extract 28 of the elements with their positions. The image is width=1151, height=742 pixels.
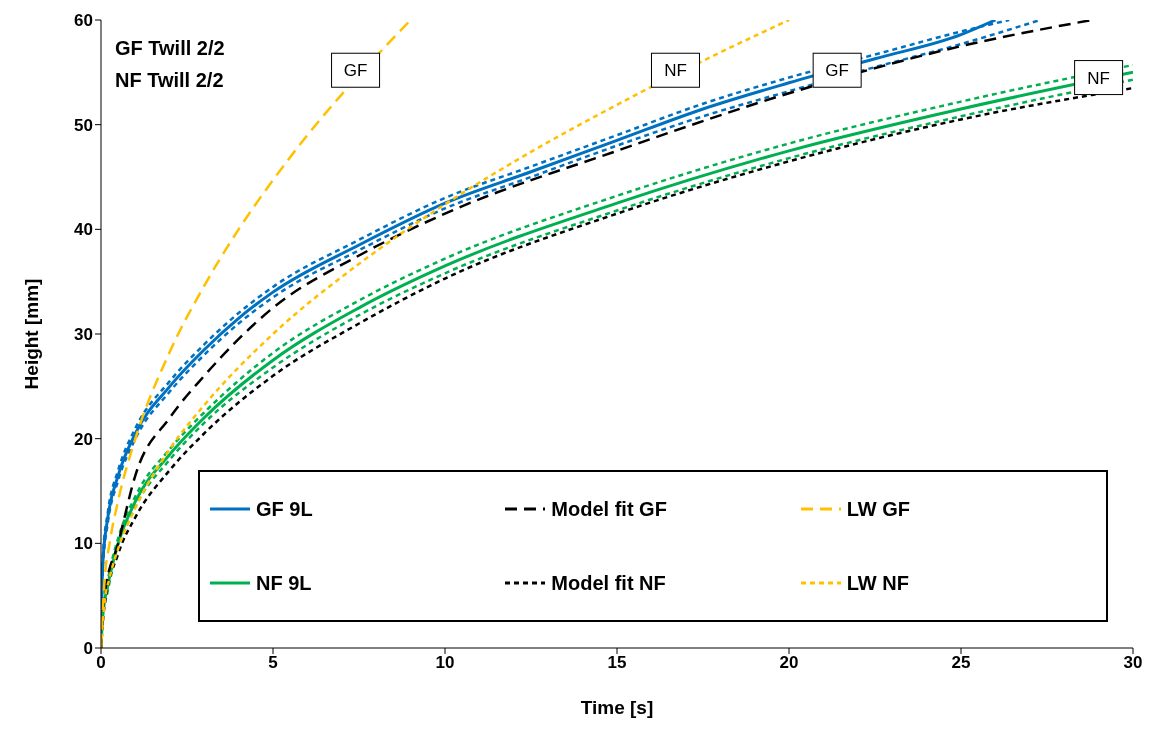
y-tick-label: 50 <box>74 115 93 135</box>
x-tick-label: 0 <box>96 653 106 673</box>
annotation: NF Twill 2/2 <box>115 68 225 93</box>
y-axis-title: Height [mm] <box>20 278 42 390</box>
legend-label: Model fit GF <box>551 497 667 521</box>
x-tick-label: 20 <box>779 653 799 673</box>
x-axis-title: Time [s] <box>580 697 654 718</box>
annotation: GF <box>825 61 849 81</box>
x-tick-label: 10 <box>435 653 455 673</box>
annotation: GF <box>343 61 368 81</box>
y-tick-label: 60 <box>74 11 93 31</box>
legend-label: LW NF <box>846 571 909 595</box>
x-tick-label: 25 <box>951 653 971 673</box>
legend-label: Model fit NF <box>551 571 666 595</box>
legend-label: LW GF <box>846 497 910 521</box>
y-tick-label: 10 <box>74 534 93 554</box>
x-tick-label: 30 <box>1123 653 1143 673</box>
y-tick-label: 30 <box>74 325 93 345</box>
legend-label: NF 9L <box>256 571 312 595</box>
y-tick-label: 0 <box>83 639 93 659</box>
x-tick-label: 5 <box>268 653 278 673</box>
legend-label: GF 9L <box>256 497 313 521</box>
annotation: GF Twill 2/2 <box>115 36 225 61</box>
annotation: NF <box>664 61 687 81</box>
x-tick-label: 15 <box>607 653 627 673</box>
annotation: NF <box>1087 68 1110 88</box>
y-tick-label: 20 <box>74 429 93 449</box>
y-tick-label: 40 <box>74 220 93 240</box>
